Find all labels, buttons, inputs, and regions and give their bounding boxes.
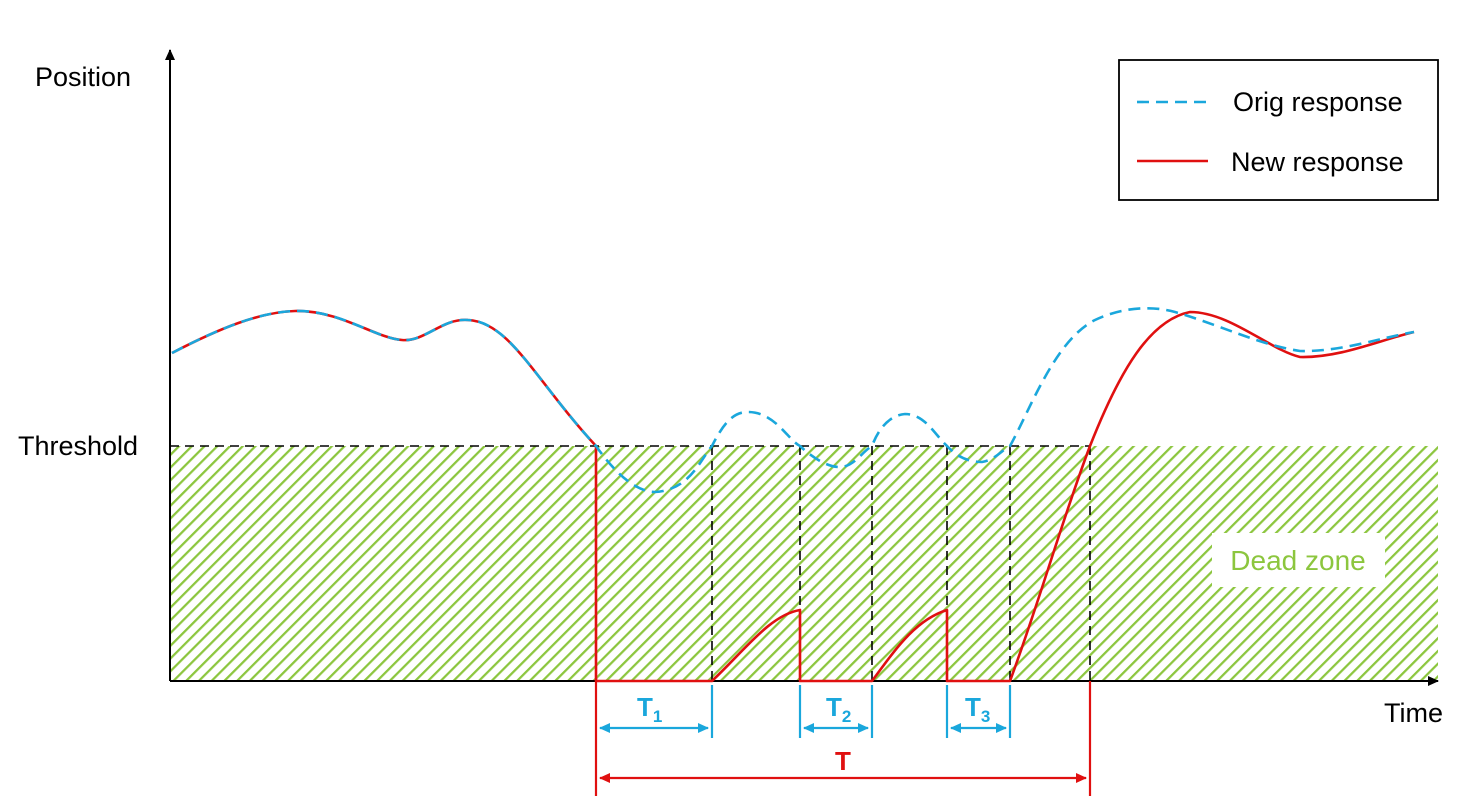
legend: Orig response New response bbox=[1118, 59, 1439, 201]
t3-label: T3 bbox=[965, 692, 990, 726]
interval-ticks-red bbox=[594, 681, 1092, 796]
threshold-label: Threshold bbox=[18, 431, 138, 461]
orig-response-curve bbox=[171, 307, 1415, 494]
t1-label: T1 bbox=[637, 692, 662, 726]
dead-zone-label: Dead zone bbox=[1230, 545, 1365, 576]
interval-ticks-blue bbox=[710, 685, 1012, 738]
legend-box bbox=[1118, 59, 1439, 201]
dead-zone-label-box bbox=[1212, 533, 1385, 587]
legend-new-label: New response bbox=[1231, 147, 1404, 177]
x-axis-label: Time bbox=[1384, 698, 1443, 728]
total-t-label: T bbox=[835, 746, 851, 776]
t2-label: T2 bbox=[826, 692, 851, 726]
legend-orig-label: Orig response bbox=[1233, 87, 1403, 117]
y-axis-label: Position bbox=[35, 62, 131, 92]
